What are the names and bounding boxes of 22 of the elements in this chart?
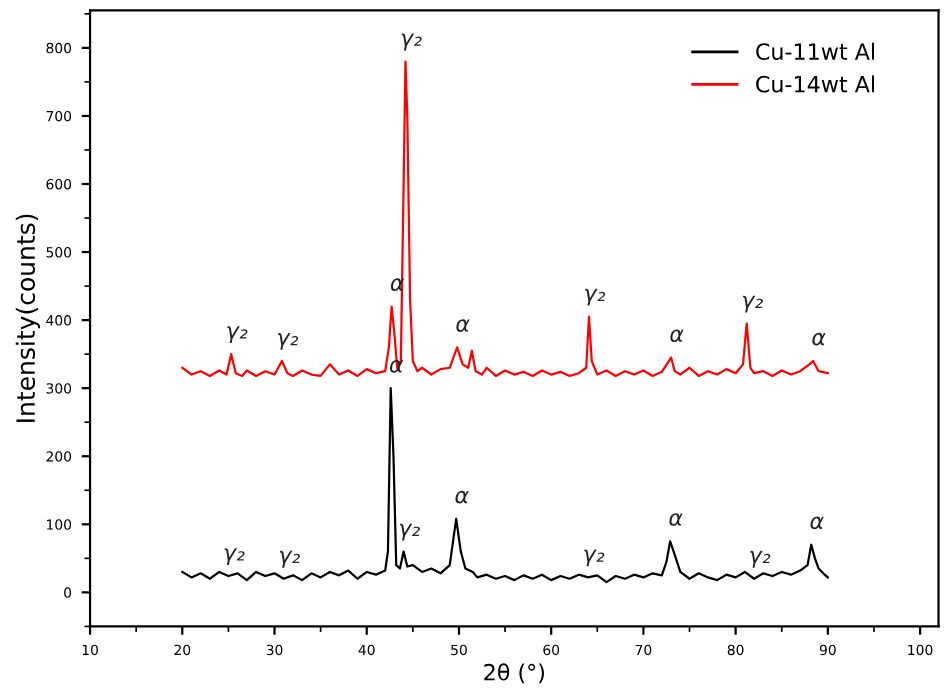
annotation: γ₂: [224, 548, 245, 565]
annotation: α: [389, 360, 404, 373]
legend-label: Cu-14wt Al: [756, 75, 875, 93]
annotation: α: [669, 513, 683, 526]
annotation: γ₂: [584, 549, 605, 567]
annotation: γ₂: [742, 295, 763, 313]
annotation: α: [810, 516, 824, 530]
line-series: [181, 387, 829, 584]
annotation: γ₂: [278, 333, 299, 350]
annotation: γ₂: [279, 550, 300, 568]
annotation: γ₂: [750, 550, 771, 568]
legend-label: Cu-11wt Al: [756, 42, 875, 60]
annotation: α: [455, 490, 469, 504]
y-axis-title: Intensity(counts): [15, 214, 40, 422]
annotation: α: [670, 329, 684, 343]
x-axis-title: 2θ (°): [484, 663, 544, 684]
annotation: γ₂: [227, 326, 248, 344]
annotation: γ₂: [399, 523, 420, 541]
annotation: γ₂: [401, 33, 422, 51]
annotation: α: [812, 332, 826, 346]
annotation: γ₂: [585, 288, 606, 306]
annotation: α: [456, 319, 470, 332]
